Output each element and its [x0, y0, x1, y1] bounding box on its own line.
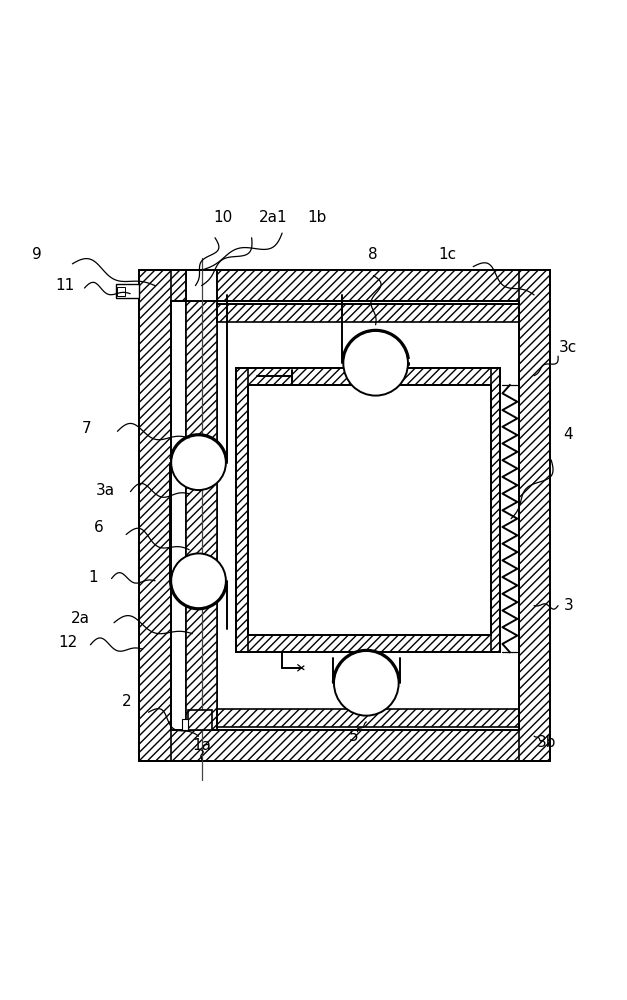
- Circle shape: [344, 331, 408, 396]
- Bar: [117, 287, 125, 296]
- Bar: [217, 709, 519, 727]
- Bar: [139, 270, 171, 761]
- Bar: [519, 270, 550, 761]
- Bar: [116, 284, 139, 298]
- Circle shape: [171, 553, 226, 608]
- Text: 6: 6: [94, 520, 104, 535]
- Text: 5: 5: [349, 729, 359, 744]
- Bar: [186, 301, 217, 730]
- Bar: [139, 730, 550, 761]
- Bar: [188, 710, 211, 730]
- Bar: [182, 719, 188, 730]
- Text: 11: 11: [55, 278, 75, 293]
- Bar: [236, 368, 500, 385]
- Circle shape: [171, 435, 226, 490]
- Text: 2a: 2a: [71, 611, 90, 626]
- Text: 8: 8: [367, 247, 377, 262]
- Text: 2: 2: [122, 694, 132, 709]
- Text: 4: 4: [564, 427, 573, 442]
- Bar: [491, 368, 500, 652]
- Bar: [248, 385, 491, 635]
- Text: 3a: 3a: [96, 483, 115, 498]
- Text: 7: 7: [82, 421, 92, 436]
- Bar: [139, 270, 550, 301]
- Text: 1b: 1b: [307, 210, 326, 225]
- Text: 3: 3: [564, 598, 573, 613]
- Text: 1: 1: [88, 570, 98, 585]
- Bar: [236, 368, 248, 652]
- Bar: [186, 301, 217, 730]
- Bar: [186, 301, 217, 730]
- Text: 1c: 1c: [438, 247, 456, 262]
- Text: 2a1: 2a1: [259, 210, 287, 225]
- Text: 3c: 3c: [559, 340, 577, 355]
- Bar: [217, 304, 519, 322]
- Text: 10: 10: [214, 210, 233, 225]
- Text: 12: 12: [58, 635, 78, 650]
- Text: 1a: 1a: [192, 738, 211, 753]
- Text: 9: 9: [32, 247, 42, 262]
- Bar: [236, 635, 500, 652]
- Circle shape: [334, 651, 399, 716]
- Bar: [186, 270, 217, 301]
- Text: 3b: 3b: [537, 735, 556, 750]
